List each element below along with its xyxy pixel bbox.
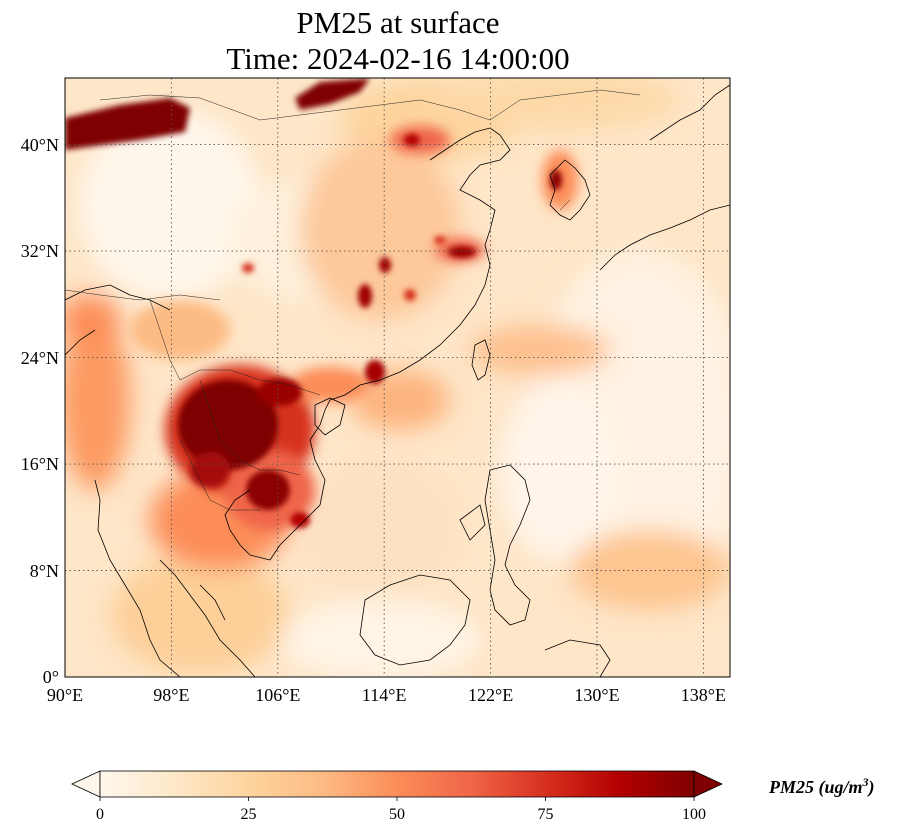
colorbar-tick-label: 0 — [96, 806, 104, 823]
borders — [65, 89, 641, 511]
lon-tick-label: 130°E — [574, 685, 620, 705]
colorbar-tick-label: 50 — [389, 806, 405, 823]
gridlines — [65, 78, 730, 677]
colorbar-over-arrow — [693, 770, 723, 798]
lon-tick-label: 106°E — [255, 685, 301, 705]
lon-tick-label: 114°E — [361, 685, 407, 705]
lat-tick-label: 32°N — [20, 241, 59, 262]
lat-tick-label: 8°N — [29, 560, 59, 581]
colorbar-under-arrow — [71, 770, 101, 798]
lat-tick-label: 40°N — [20, 134, 59, 155]
colorbar — [71, 770, 723, 801]
map-title: PM25 at surface — [296, 5, 500, 40]
lat-tick-label: 0° — [42, 667, 59, 687]
colorbar-title: PM25 (ug/m3) — [769, 775, 875, 797]
colorbar-tick-label: 100 — [682, 806, 706, 823]
lat-tick-label: 24°N — [20, 347, 59, 368]
pm25-field — [65, 78, 730, 677]
lat-tick-label: 16°N — [20, 454, 59, 475]
lon-tick-label: 98°E — [153, 685, 190, 705]
lon-tick-label: 122°E — [467, 685, 514, 705]
map-frame — [64, 77, 731, 678]
map-time-subtitle: Time: 2024-02-16 14:00:00 — [226, 41, 570, 76]
colorbar-tick-label: 75 — [537, 806, 554, 823]
colorbar-tick-label: 25 — [240, 806, 257, 823]
colorbar-gradient — [99, 770, 695, 798]
lon-tick-label: 138°E — [680, 685, 726, 705]
lon-tick-label: 90°E — [46, 685, 84, 705]
